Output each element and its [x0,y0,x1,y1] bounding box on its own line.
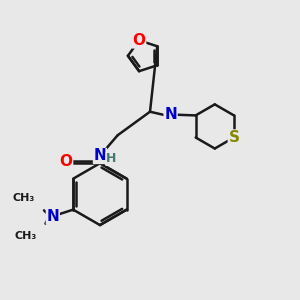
Text: O: O [60,154,73,169]
Text: O: O [133,33,146,48]
Text: N: N [46,209,59,224]
Text: CH₃: CH₃ [13,193,35,203]
Text: CH₃: CH₃ [14,231,37,241]
Text: N: N [164,107,177,122]
Text: N: N [94,148,106,164]
Text: H: H [106,152,116,165]
Text: S: S [228,130,239,145]
